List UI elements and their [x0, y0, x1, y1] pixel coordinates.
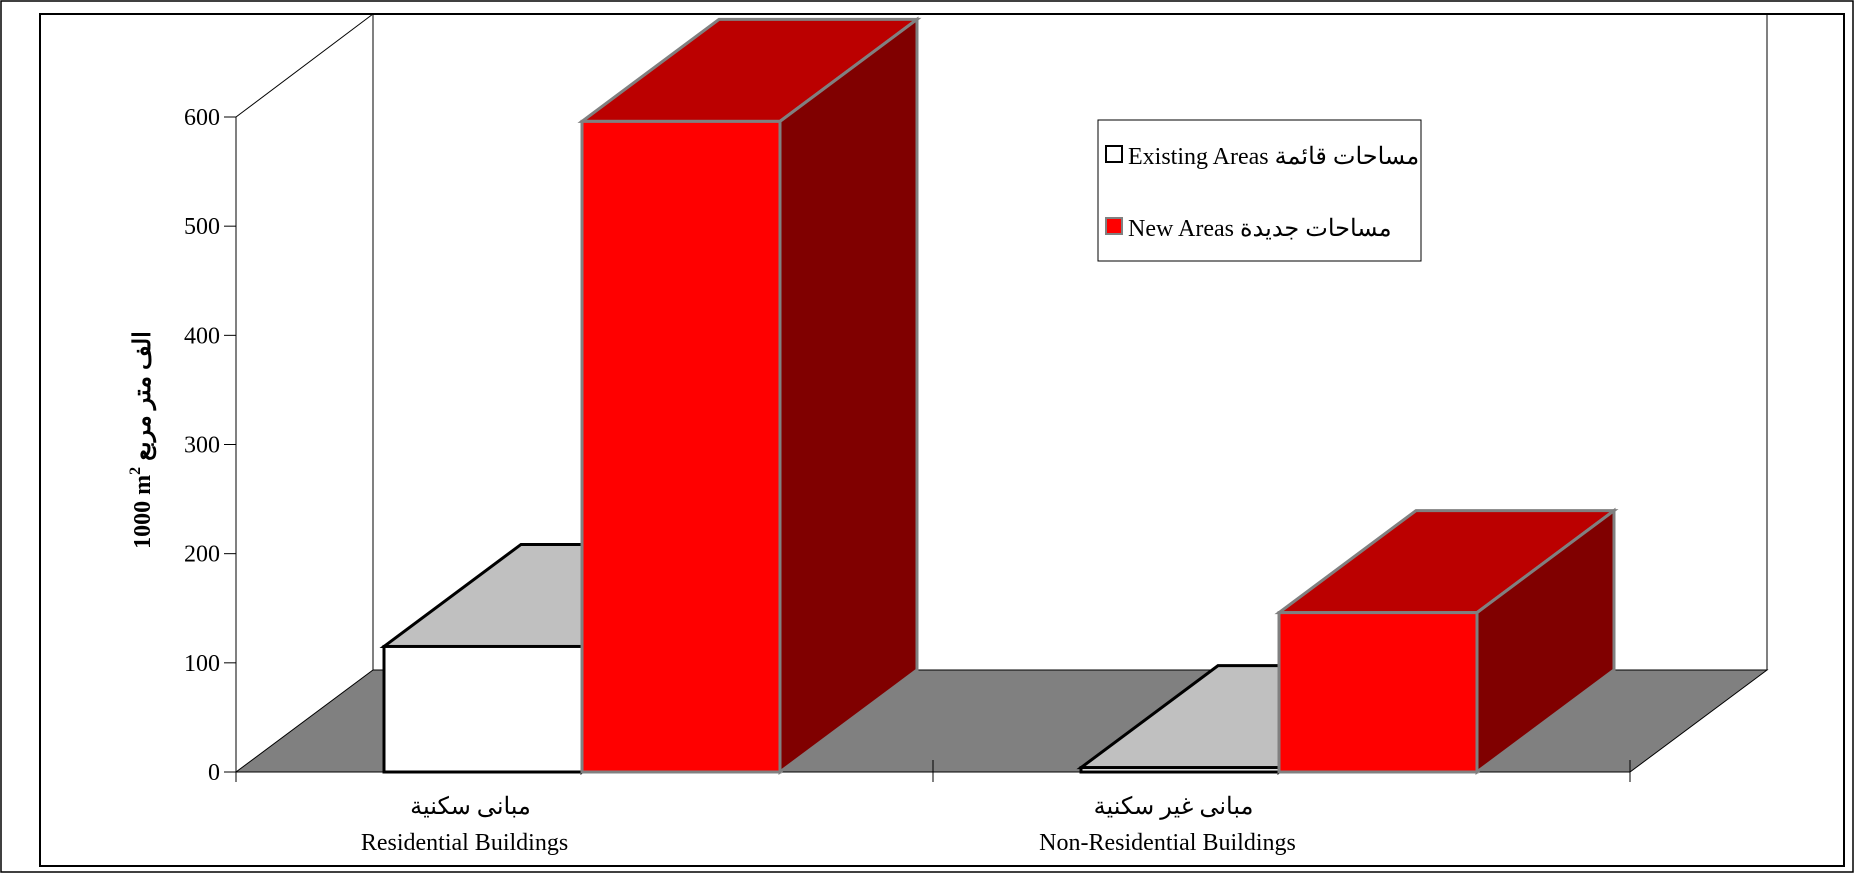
legend-swatch-existing	[1105, 145, 1123, 163]
legend: Existing Areas مساحات قائمة New Areas مس…	[1097, 119, 1422, 262]
bar-side	[778, 16, 919, 775]
bar	[1277, 611, 1479, 774]
x-category-label-ar: مبانى غير سكنية	[1094, 794, 1254, 820]
y-tick-label: 100	[184, 651, 220, 677]
y-axis-label-ar: الف متر مربع	[130, 331, 157, 461]
chart-walls	[235, 13, 1768, 670]
legend-label-new: New Areas مساحات جديدة	[1128, 216, 1392, 242]
x-category-label-ar: مبانى سكنية	[410, 794, 531, 820]
legend-label-new-en: New Areas	[1128, 216, 1234, 242]
y-axis-label-sup: 2	[127, 467, 144, 475]
legend-label-existing-ar: مساحات قائمة	[1275, 144, 1420, 170]
y-tick-label: 0	[208, 760, 220, 786]
x-category-label: Residential Buildings	[361, 830, 568, 856]
y-axis-label: 1000 m2 الف متر مربع	[127, 331, 157, 549]
y-axis-title: 1000 m2 الف متر مربع	[127, 331, 157, 549]
legend-label-new-ar: مساحات جديدة	[1240, 216, 1392, 242]
y-tick-label: 300	[184, 433, 220, 459]
legend-label-existing-en: Existing Areas	[1128, 144, 1269, 170]
legend-box	[1097, 119, 1422, 262]
legend-swatch-new	[1105, 217, 1123, 235]
y-axis-label-unit: 1000 m	[130, 475, 156, 549]
bars	[379, 16, 1619, 775]
bar	[1079, 766, 1281, 774]
y-tick-label: 200	[184, 542, 220, 568]
bar	[580, 119, 782, 774]
legend-label-existing: Existing Areas مساحات قائمة	[1128, 144, 1419, 170]
x-category-label: Non-Residential Buildings	[1039, 830, 1296, 856]
y-tick-label: 600	[184, 105, 220, 131]
y-axis: 0 100 200 300 400 500 600	[184, 105, 1631, 786]
y-tick-label: 400	[184, 323, 220, 349]
x-axis-labels: مبانى سكنية Residential Buildings مبانى غي…	[361, 794, 1296, 856]
y-tick-label: 500	[184, 214, 220, 240]
plot-border	[39, 13, 1845, 867]
wall-left-top-edge	[235, 13, 374, 118]
bar	[382, 644, 584, 774]
